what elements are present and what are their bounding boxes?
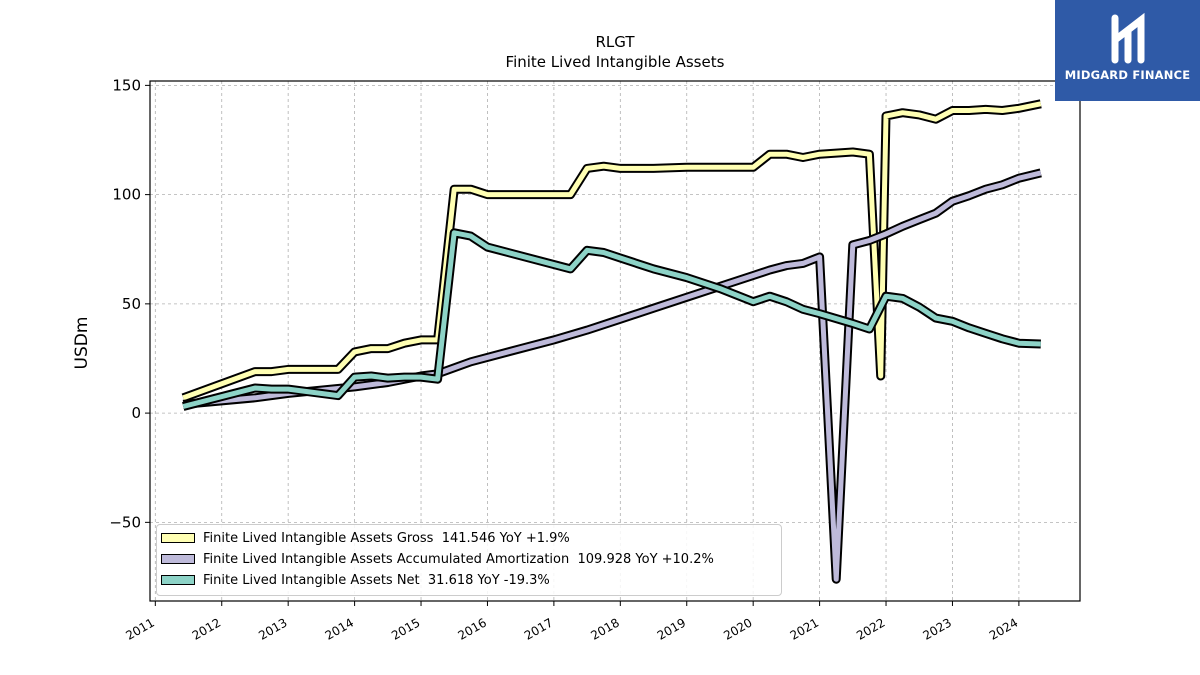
legend-item: Finite Lived Intangible Assets Accumulat…: [161, 550, 714, 568]
y-tick-label: −50: [109, 513, 141, 531]
y-tick-label: 50: [122, 295, 141, 313]
brand-logo: MIDGARD FINANCE: [1055, 0, 1200, 101]
y-tick-label: 100: [112, 186, 141, 204]
x-tick-label: 2013: [256, 615, 289, 642]
y-tick-label: 150: [112, 76, 141, 94]
y-axis-label: USDm: [72, 317, 92, 370]
chart-subtitle: Finite Lived Intangible Assets: [506, 53, 725, 71]
x-tick-label: 2014: [323, 615, 356, 642]
series-outline: [182, 168, 1042, 584]
series-line: [182, 230, 1041, 409]
series-line: [182, 170, 1042, 582]
x-tick-label: 2018: [588, 615, 621, 642]
x-tick-label: 2015: [389, 615, 422, 642]
brand-name: MIDGARD FINANCE: [1064, 68, 1191, 82]
x-tick-label: 2020: [721, 615, 754, 642]
x-tick-label: 2022: [854, 615, 887, 642]
legend-swatch: [161, 575, 195, 585]
legend-item: Finite Lived Intangible Assets Gross 141…: [161, 529, 570, 547]
x-tick-label: 2012: [190, 615, 223, 642]
x-tick-label: 2021: [788, 615, 821, 642]
legend-label: Finite Lived Intangible Assets Net 31.61…: [203, 572, 550, 588]
chart-title: RLGT: [595, 33, 635, 51]
chart-legend: Finite Lived Intangible Assets Gross 141…: [156, 524, 782, 596]
plot-frame: [149, 80, 1081, 602]
series-group: [181, 99, 1042, 584]
legend-label: Finite Lived Intangible Assets Gross 141…: [203, 530, 570, 546]
x-tick-label: 2017: [522, 615, 555, 642]
series-line: [182, 101, 1042, 401]
legend-swatch: [161, 554, 195, 564]
x-tick-label: 2011: [123, 615, 156, 642]
legend-item: Finite Lived Intangible Assets Net 31.61…: [161, 571, 550, 589]
x-tick-label: 2016: [456, 615, 489, 642]
legend-swatch: [161, 533, 195, 543]
legend-label: Finite Lived Intangible Assets Accumulat…: [203, 551, 714, 567]
x-tick-label: 2023: [921, 615, 954, 642]
logo-mark-icon: [1111, 12, 1145, 64]
x-tick-label: 2024: [987, 615, 1020, 642]
x-tick-label: 2019: [655, 615, 688, 642]
grid-lines: [150, 81, 1080, 601]
y-tick-label: 0: [131, 404, 141, 422]
